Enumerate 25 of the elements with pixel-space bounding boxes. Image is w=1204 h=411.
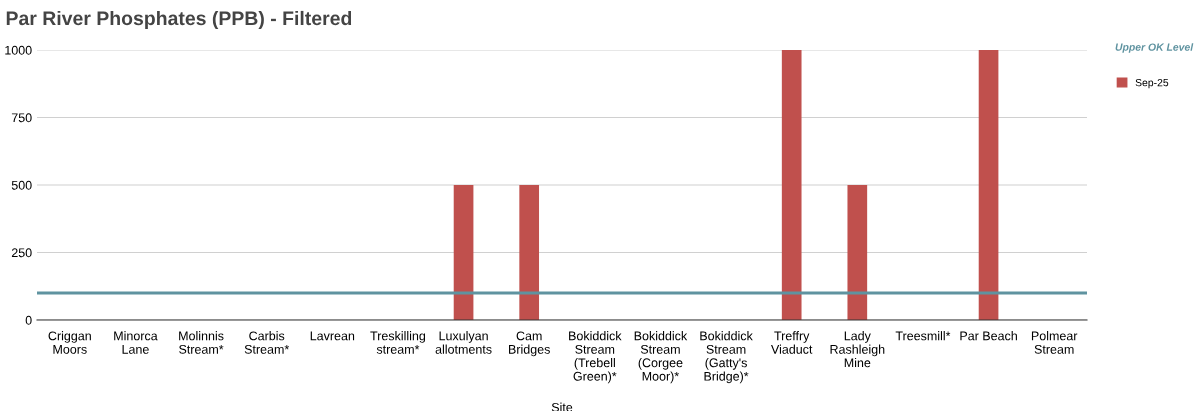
y-tick-label: 0: [25, 315, 32, 325]
x-axis-title: Site: [551, 402, 573, 411]
ref-line-label: Upper OK Level: [1115, 43, 1194, 53]
x-tick-label: Minorca Lane: [114, 331, 158, 354]
chart-title: Par River Phosphates (PPB) - Filtered: [6, 10, 352, 30]
x-tick-label: Lavrean: [310, 331, 355, 341]
x-tick-label: Treffry Viaduct: [771, 331, 813, 354]
x-tick-label: Lady Rashleigh Mine: [830, 331, 885, 368]
legend-label: Sep-25: [1135, 78, 1169, 89]
y-tick-label: 750: [11, 113, 32, 123]
x-tick-label: Luxulyan allotments: [435, 331, 492, 354]
x-tick-label: Bokiddick Stream (Corgee Moor)*: [634, 331, 688, 384]
x-tick-label: Polmear Stream: [1031, 331, 1078, 354]
x-tick-label: Molinnis Stream*: [179, 331, 224, 354]
y-tick-label: 1000: [5, 45, 32, 55]
x-tick-label: Criggan Moors: [48, 331, 91, 354]
x-tick-label: Treskilling stream*: [370, 331, 426, 354]
x-tick-label: Bokiddick Stream (Gatty's Bridge)*: [700, 331, 753, 384]
x-tick-label: Par Beach: [960, 331, 1017, 341]
x-tick-label: Carbis Stream*: [244, 331, 290, 354]
x-tick-label: Bokiddick Stream (Trebell Green)*: [569, 331, 622, 384]
y-tick-label: 250: [11, 248, 32, 258]
x-tick-label: Treesmill*: [895, 331, 951, 341]
y-tick-label: 500: [11, 180, 32, 190]
x-tick-label: Cam Bridges: [509, 331, 550, 357]
